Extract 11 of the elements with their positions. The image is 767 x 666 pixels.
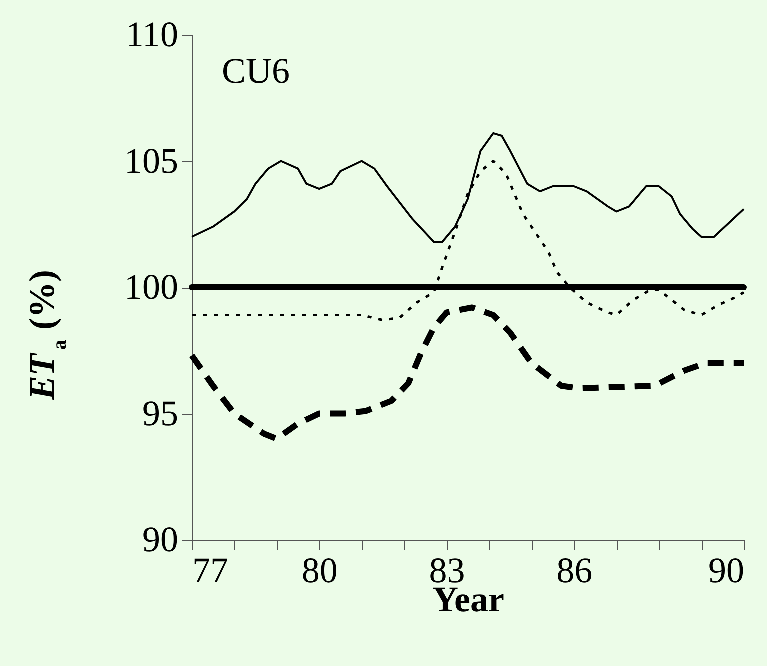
y-axis-title: ETa (%)	[22, 270, 71, 401]
y-tick-label: 105	[124, 140, 178, 181]
x-tick-label: 80	[302, 550, 338, 590]
y-tick-label: 110	[126, 14, 178, 54]
y-tick-label: 100	[124, 267, 178, 307]
annotation: CU6	[222, 51, 290, 91]
x-tick-label: 90	[708, 550, 744, 590]
x-tick-label: 77	[192, 550, 228, 590]
x-tick-label: 86	[556, 550, 593, 590]
y-tick-label: 90	[142, 520, 178, 560]
y-tick-label: 95	[142, 393, 178, 434]
